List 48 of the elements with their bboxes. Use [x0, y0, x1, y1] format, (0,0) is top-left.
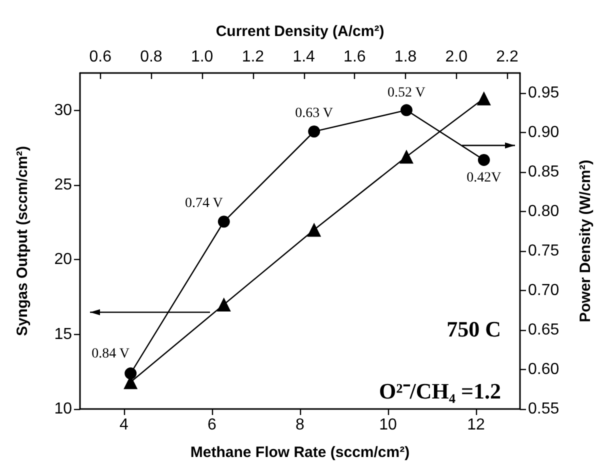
y-tick-label: 30 — [54, 102, 72, 119]
point — [307, 222, 322, 237]
y2-tick-label: 0.95 — [528, 84, 560, 102]
annotation: 0.74 V — [184, 196, 223, 211]
point — [218, 216, 230, 228]
point — [476, 91, 491, 106]
x-tick-label: 4 — [120, 416, 129, 434]
y2-tick-label: 0.70 — [528, 282, 560, 299]
x-tick-label: 8 — [296, 416, 305, 434]
y2-tick-label: 0.75 — [528, 242, 560, 260]
point — [308, 126, 320, 138]
x2-tick-label: 1.0 — [190, 48, 214, 66]
y2-tick-label: 0.55 — [528, 400, 560, 418]
x2-tick-label: 0.8 — [140, 48, 162, 66]
annotation: O²⁻/CH₄ =1.2 — [379, 378, 501, 404]
y2-tick-label: 0.80 — [528, 202, 560, 220]
x2-tick-label: 0.6 — [89, 48, 112, 66]
annotation: 0.52 V — [388, 85, 426, 100]
x-tick-label: 12 — [467, 416, 485, 434]
point — [216, 297, 231, 312]
x2-tick-label: 1.4 — [292, 48, 316, 66]
x-tick-label: 6 — [208, 416, 217, 434]
x-axis-title: Methane Flow Rate (sccm/cm²) — [190, 444, 410, 461]
annotation: 0.84 V — [92, 346, 130, 362]
x2-axis-title: Current Density (A/cm²) — [216, 23, 384, 40]
annotation: 0.63 V — [295, 106, 334, 122]
y-tick-label: 20 — [54, 251, 72, 268]
y-tick-label: 15 — [54, 326, 72, 343]
x2-tick-label: 1.2 — [242, 48, 264, 66]
point — [478, 154, 490, 166]
y-tick-label: 25 — [54, 176, 72, 194]
y-tick-label: 10 — [54, 400, 72, 418]
y2-tick-label: 0.65 — [528, 321, 560, 338]
y-axis-title: Syngas Output (sccm/cm²) — [14, 146, 31, 336]
annotation: 0.42V — [466, 170, 502, 186]
point — [124, 367, 137, 380]
x2-tick-label: 2.0 — [445, 48, 468, 66]
y2-tick-label: 0.85 — [528, 163, 560, 180]
y2-axis-title: Power Density (W/cm²) — [577, 160, 594, 322]
y2-tick-label: 0.60 — [528, 360, 560, 378]
point — [400, 104, 412, 116]
x-tick-label: 10 — [379, 416, 397, 434]
point — [399, 150, 414, 164]
x2-tick-label: 1.6 — [344, 48, 366, 66]
x2-tick-label: 2.2 — [496, 48, 518, 66]
annotation: 750 C — [446, 316, 502, 342]
y2-tick-label: 0.90 — [528, 124, 560, 141]
x2-tick-label: 1.8 — [394, 48, 417, 66]
